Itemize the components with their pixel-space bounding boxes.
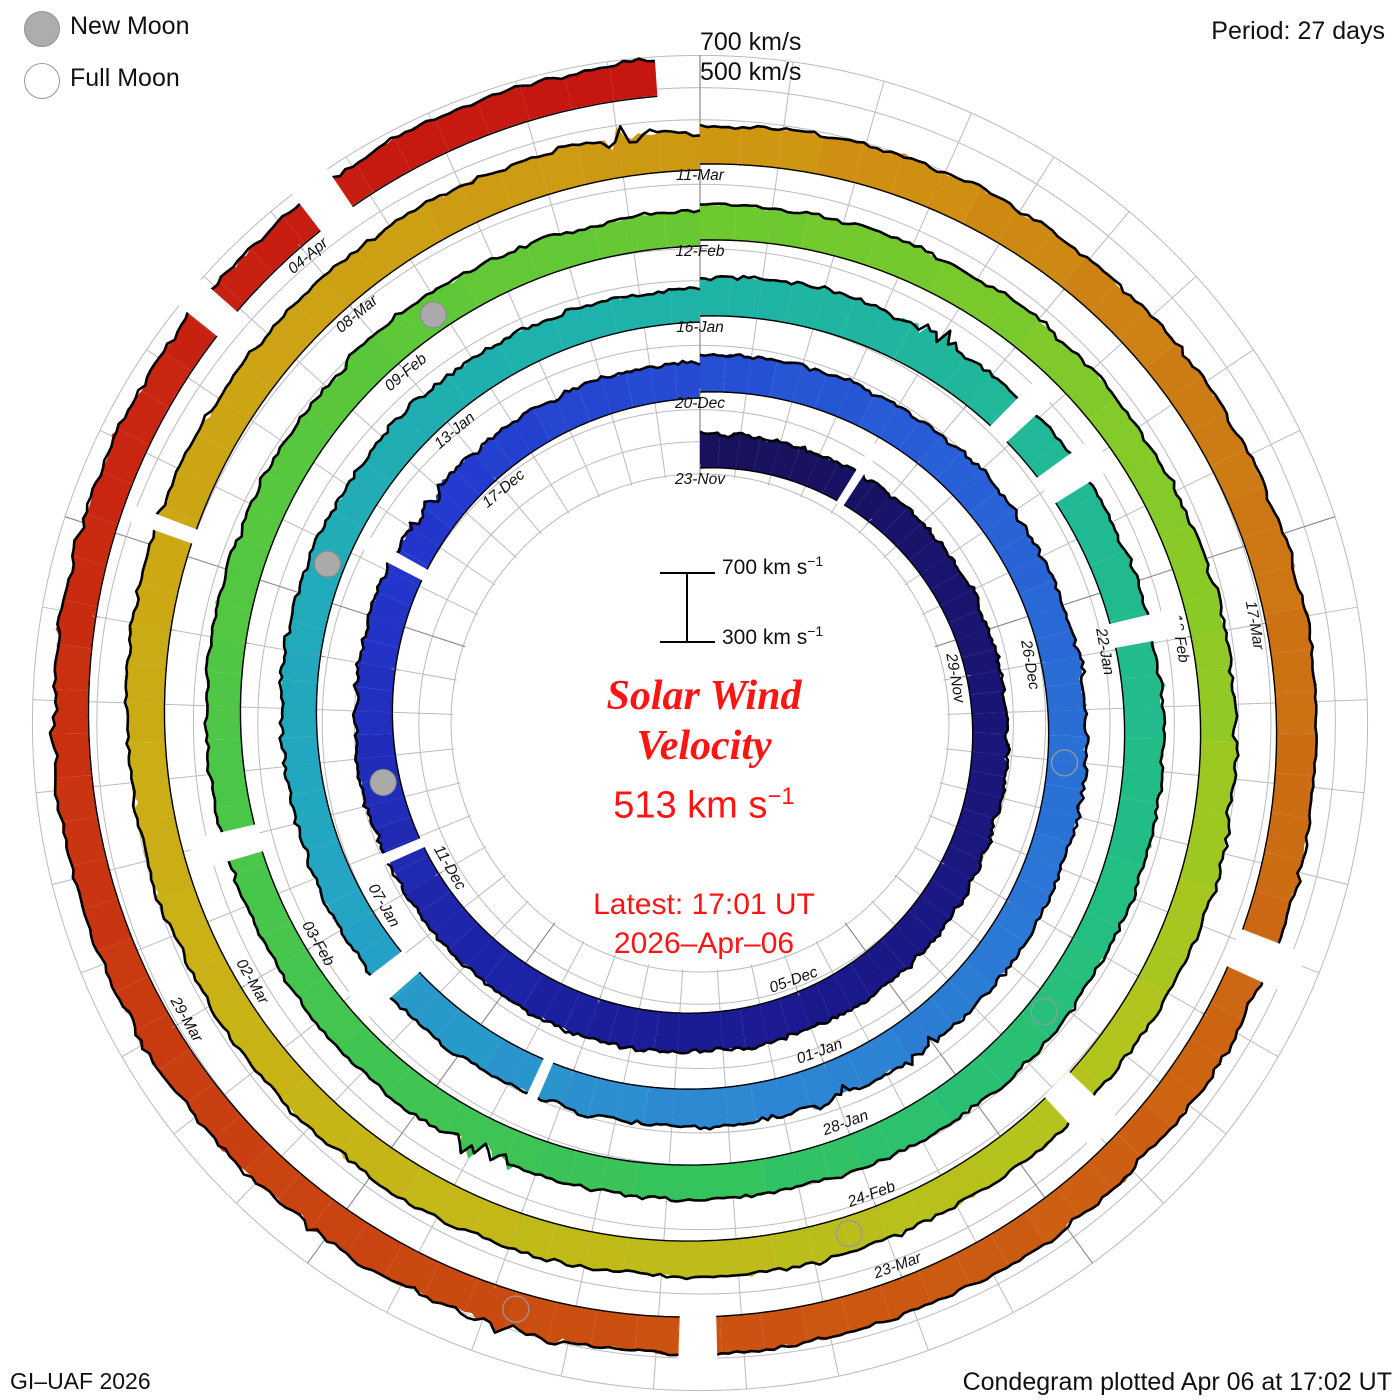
svg-text:23-Nov: 23-Nov: [674, 471, 726, 488]
svg-text:20-Dec: 20-Dec: [674, 395, 725, 412]
svg-text:16-Jan: 16-Jan: [676, 319, 723, 336]
svg-text:12-Feb: 12-Feb: [675, 243, 724, 260]
svg-text:11-Mar: 11-Mar: [676, 167, 725, 184]
